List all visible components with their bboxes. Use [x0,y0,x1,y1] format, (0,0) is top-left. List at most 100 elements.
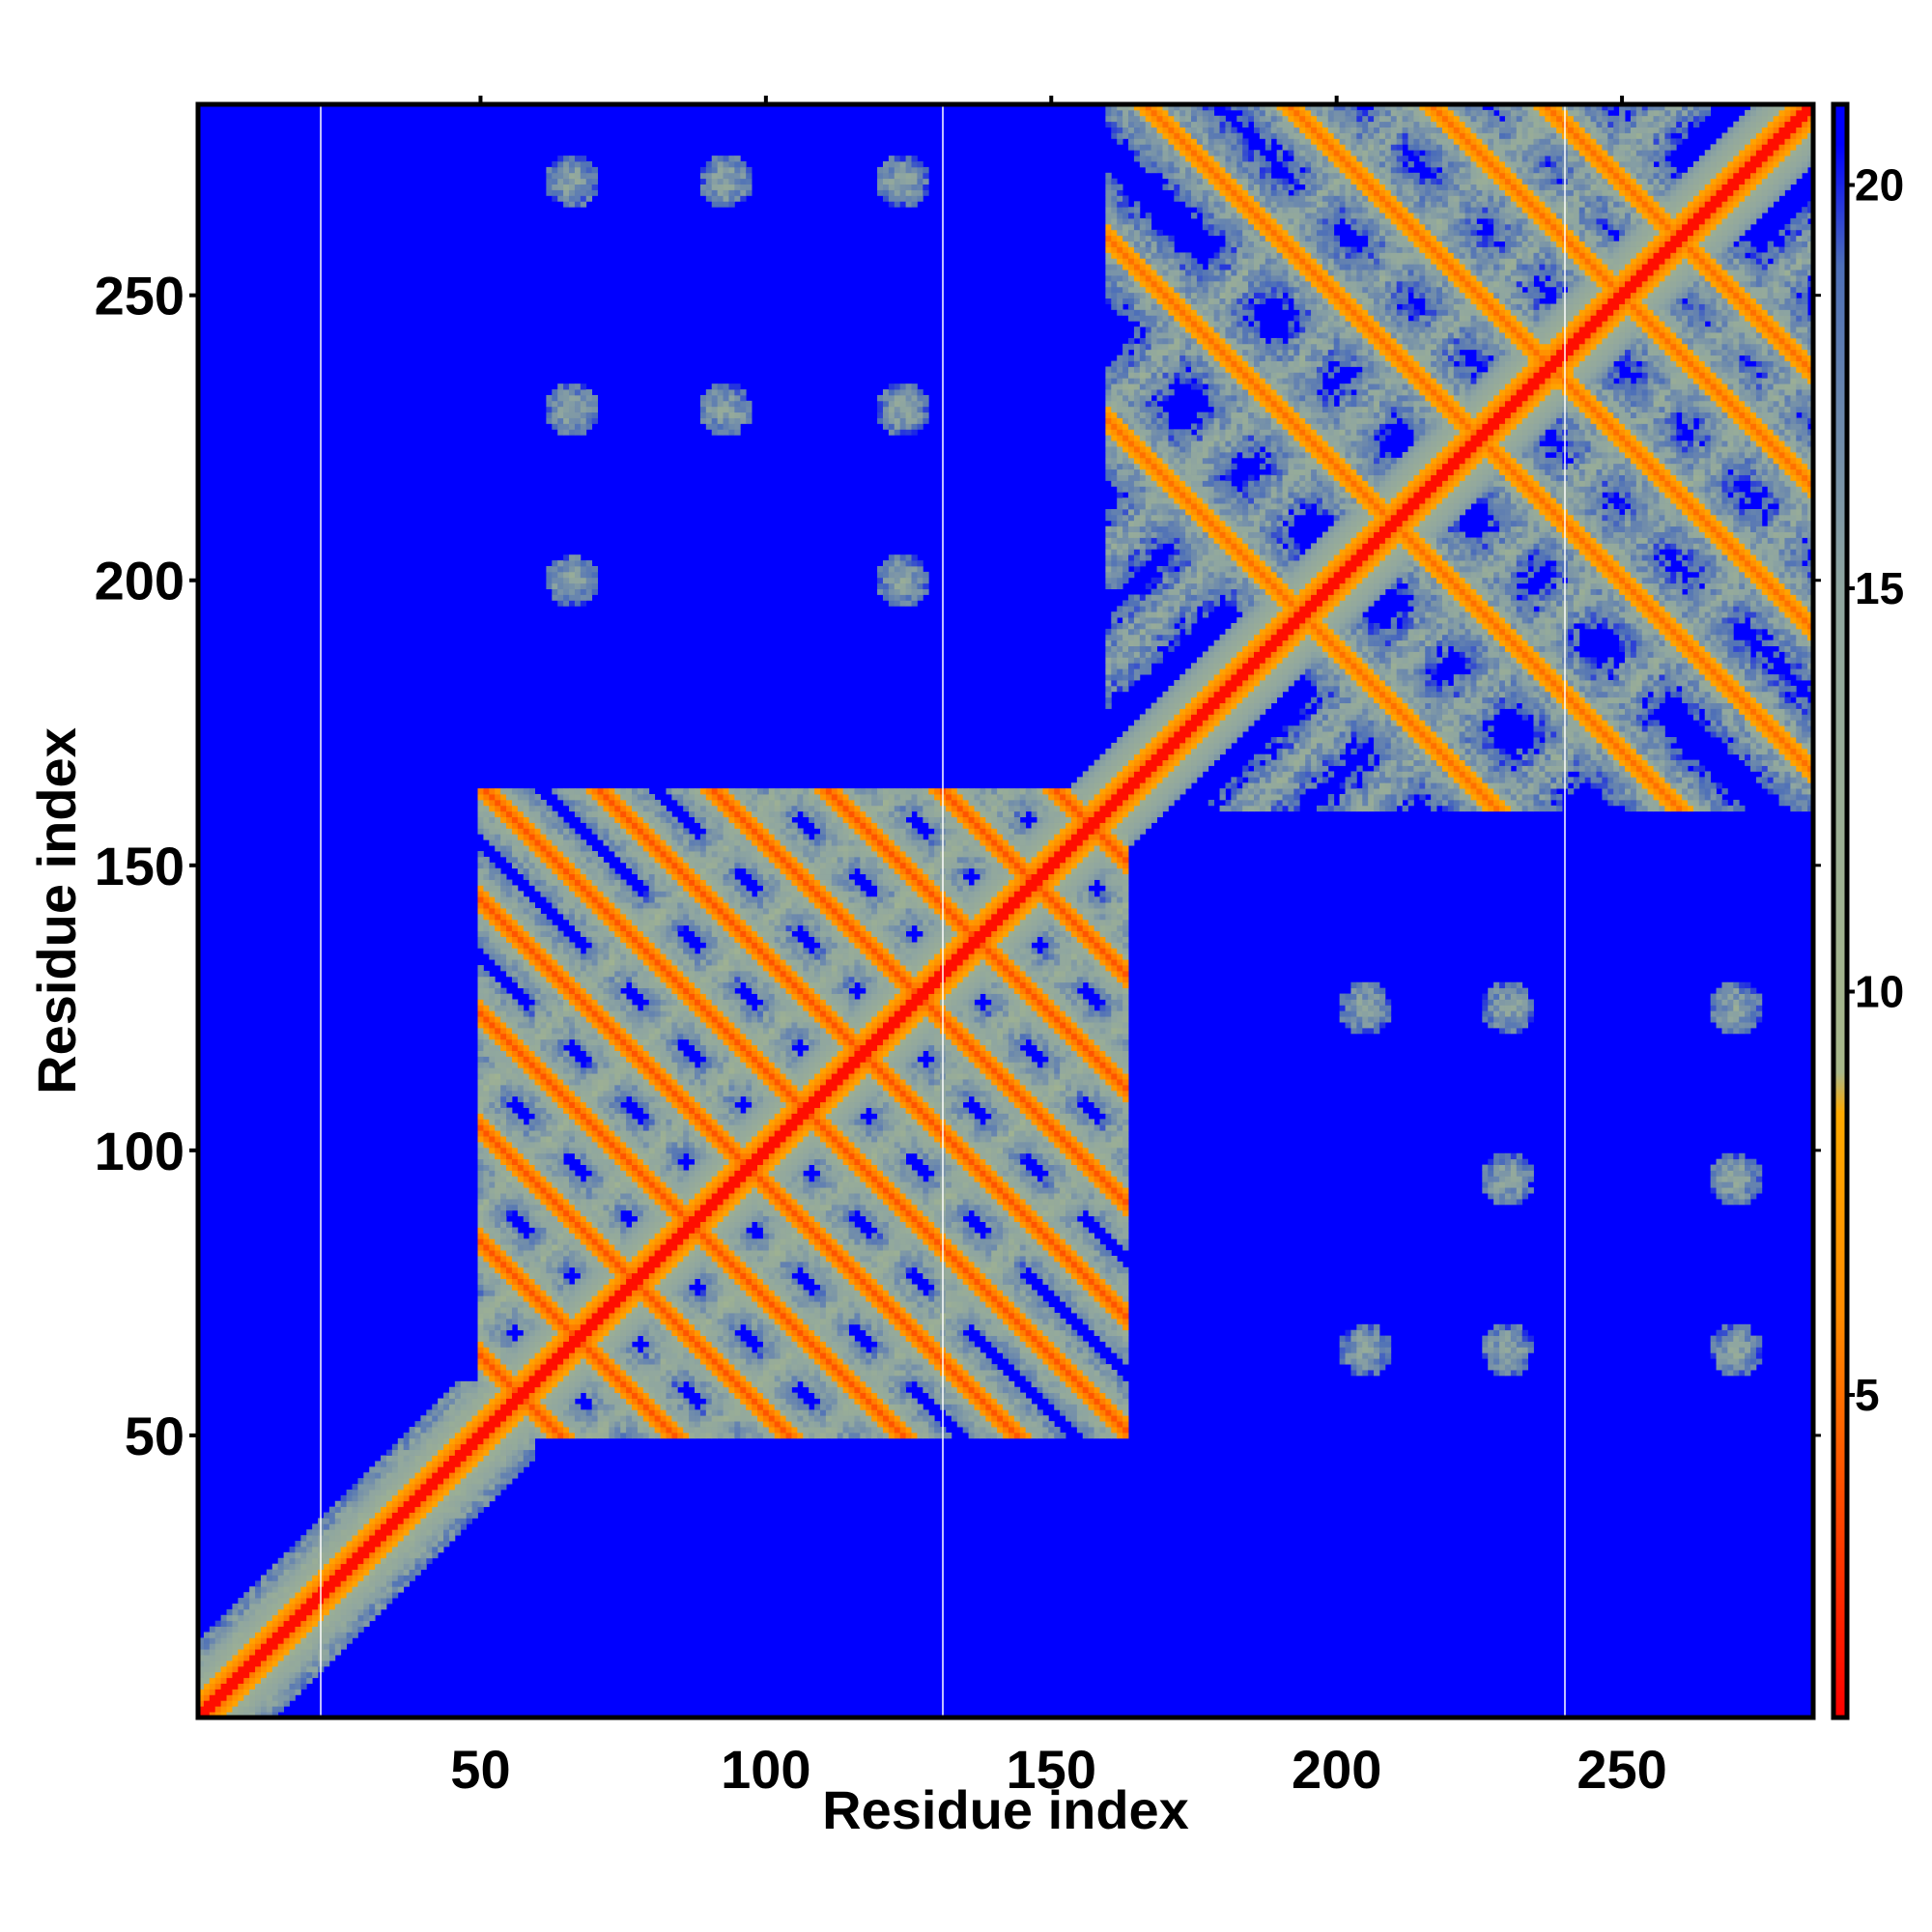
heatmap-cell [603,1324,609,1330]
heatmap-cell [661,1124,667,1130]
heatmap-cell [535,1113,541,1119]
heatmap-cell [603,880,609,886]
heatmap-cell [375,1507,381,1513]
heatmap-cell [557,190,563,196]
heatmap-cell [512,965,518,971]
heatmap-cell [540,1102,546,1108]
heatmap-cell [495,1067,500,1073]
heatmap-cell [535,959,541,965]
heatmap-cell [506,920,512,925]
heatmap-cell [432,1409,438,1415]
heatmap-cell [495,1016,500,1022]
heatmap-cell [443,1501,449,1507]
heatmap-cell [569,1409,575,1415]
heatmap-cell [238,1706,243,1712]
heatmap-cell [557,874,563,880]
heatmap-cell [306,1661,312,1666]
heatmap-cell [575,1285,581,1291]
heatmap-cell [518,1210,524,1216]
heatmap-cell [467,1404,472,1409]
heatmap-cell [540,1051,546,1057]
heatmap-cell [341,1570,347,1576]
heatmap-cell [598,920,604,925]
heatmap-cell [603,1330,609,1336]
heatmap-cell [443,1518,449,1523]
heatmap-cell [661,1062,667,1067]
heatmap-cell [221,1706,227,1712]
heatmap-cell [489,885,495,891]
heatmap-cell [592,1108,598,1114]
heatmap-cell [495,1324,500,1330]
heatmap-cell [535,1205,541,1210]
heatmap-cell [381,1513,386,1519]
heatmap-cell [563,794,569,800]
heatmap-cell [655,1399,661,1405]
heatmap-cell [609,1421,614,1427]
heatmap-cell [638,874,643,880]
heatmap-cell [575,868,581,874]
heatmap-cell [426,1478,432,1484]
heatmap-cell [500,1062,506,1067]
heatmap-cell [329,1615,335,1621]
heatmap-cell [609,874,614,880]
heatmap-cell [324,1564,329,1570]
heatmap-cell [609,1279,614,1285]
heatmap-cell [500,1096,506,1102]
heatmap-cell [649,1342,655,1348]
heatmap-cell [575,600,581,606]
heatmap-cell [284,1552,290,1558]
heatmap-cell [575,190,581,196]
heatmap-cell [655,1313,661,1319]
heatmap-cell [238,1632,243,1637]
heatmap-cell [569,1376,575,1381]
heatmap-cell [535,1233,541,1238]
heatmap-cell [575,1222,581,1228]
heatmap-cell [347,1518,353,1523]
heatmap-cell [586,1433,592,1438]
heatmap-cell [552,578,557,583]
heatmap-cell [518,982,524,988]
heatmap-cell [529,988,535,994]
heatmap-cell [461,1495,467,1501]
heatmap-cell [620,1010,626,1016]
heatmap-cell [353,1495,358,1501]
heatmap-cell [472,1461,478,1466]
heatmap-cell [535,817,541,823]
heatmap-cell [357,1535,363,1541]
heatmap-cell [563,1279,569,1285]
heatmap-cell [655,925,661,931]
heatmap-cell [643,863,649,868]
heatmap-cell [524,1307,529,1313]
heatmap-cell [284,1637,290,1643]
heatmap-cell [546,1056,552,1062]
heatmap-cell [552,1342,557,1348]
heatmap-cell [592,1313,598,1319]
heatmap-cell [649,1387,655,1393]
heatmap-cell [581,167,586,173]
heatmap-cell [353,1615,358,1621]
heatmap-cell [569,1199,575,1205]
heatmap-cell [643,1176,649,1181]
heatmap-cell [586,1108,592,1114]
heatmap-cell [300,1541,306,1547]
heatmap-cell [204,1632,210,1637]
heatmap-cell [655,874,661,880]
heatmap-cell [426,1415,432,1421]
heatmap-cell [592,1301,598,1307]
heatmap-cell [506,823,512,829]
heatmap-cell [306,1586,312,1592]
heatmap-cell [272,1694,278,1700]
heatmap-cell [249,1684,255,1690]
heatmap-cell [569,834,575,839]
heatmap-cell [357,1478,363,1484]
heatmap-cell [540,1273,546,1279]
heatmap-cell [626,1165,632,1171]
heatmap-cell [267,1627,272,1633]
heatmap-cell [569,412,575,418]
heatmap-cell [232,1649,238,1655]
heatmap-cell [483,1016,489,1022]
heatmap-cell [643,959,649,965]
heatmap-cell [569,594,575,600]
heatmap-cell [546,1051,552,1057]
heatmap-cell [438,1472,443,1478]
